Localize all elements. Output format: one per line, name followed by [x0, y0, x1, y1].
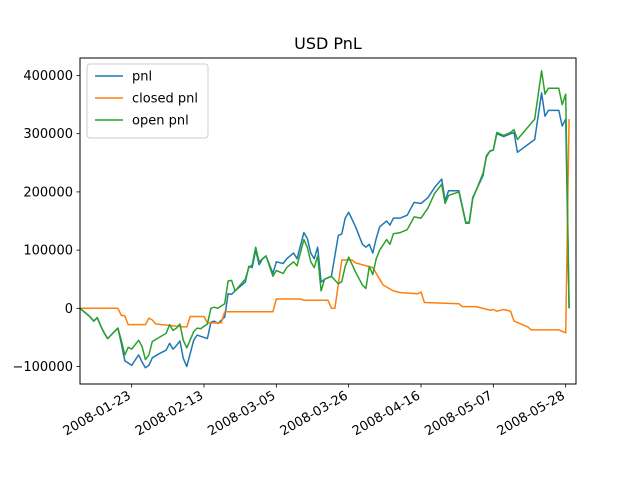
y-tick-label: 100000 — [23, 244, 73, 259]
chart-title: USD PnL — [294, 34, 362, 53]
series-line-open-pnl — [79, 70, 570, 361]
legend-label: open pnl — [132, 114, 189, 129]
legend-label: pnl — [132, 70, 152, 85]
y-tick-label: −100000 — [12, 360, 73, 375]
legend-label: closed pnl — [132, 92, 198, 107]
series-line-closed-pnl — [80, 119, 570, 334]
y-tick-label: 0 — [65, 302, 73, 317]
legend: pnl closed pnl open pnl — [86, 63, 209, 139]
plot-lines — [79, 70, 570, 369]
y-axis: −100000 0 100000 200000 300000 400000 — [12, 69, 80, 375]
plot-frame — [79, 57, 577, 385]
y-tick-label: 400000 — [23, 69, 73, 84]
y-tick-label: 200000 — [23, 185, 73, 200]
y-tick-label: 300000 — [23, 127, 73, 142]
